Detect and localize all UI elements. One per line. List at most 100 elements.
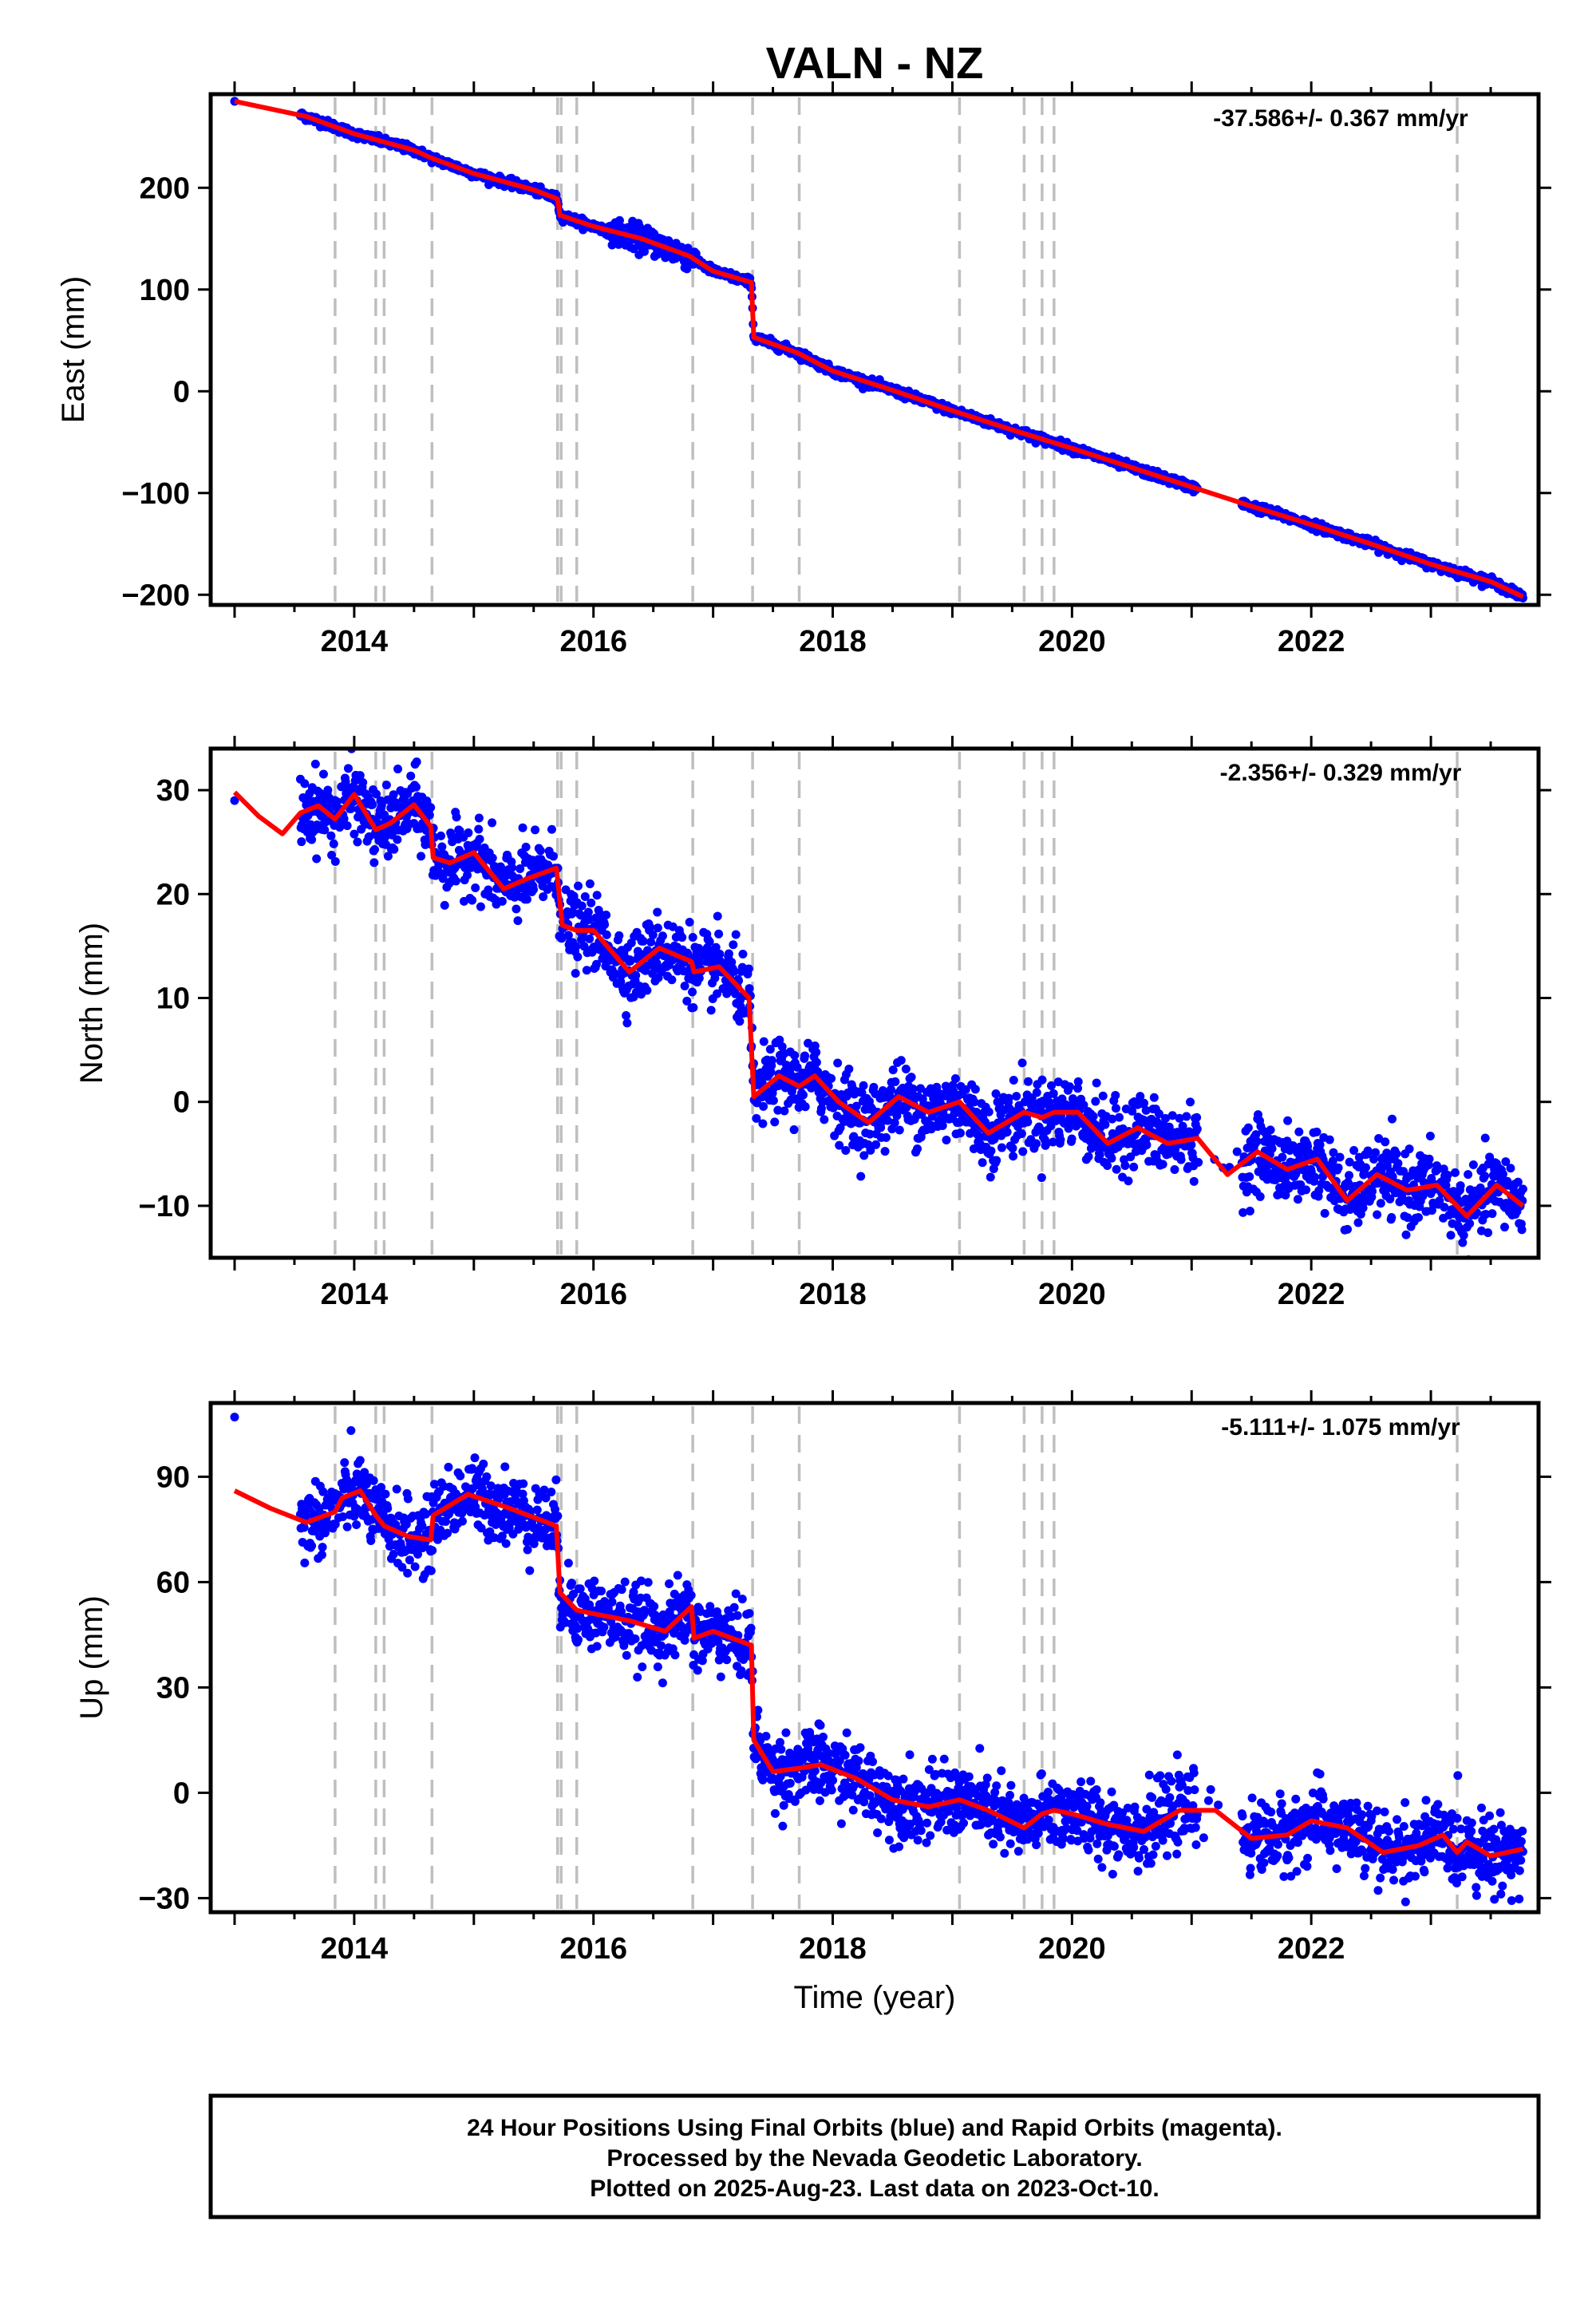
north-data-point	[1480, 1172, 1490, 1181]
north-data-point	[881, 1132, 891, 1142]
north-data-point	[880, 1147, 890, 1156]
east-velocity-label: -37.586+/- 0.367 mm/yr	[1213, 105, 1468, 132]
up-data-point	[317, 1550, 326, 1559]
north-data-point	[638, 936, 648, 946]
east-y-axis-label: East (mm)	[56, 276, 91, 423]
up-data-point	[320, 1528, 330, 1538]
north-data-point	[955, 1128, 965, 1138]
north-data-point	[614, 931, 624, 940]
north-data-point	[1186, 1097, 1195, 1107]
north-data-point	[531, 825, 540, 835]
north-data-point	[1154, 1109, 1163, 1119]
north-data-point	[883, 1116, 892, 1125]
north-data-point	[658, 931, 667, 941]
north-data-point	[440, 900, 449, 910]
north-data-point	[1161, 1113, 1171, 1123]
up-data-point	[471, 1502, 480, 1512]
north-data-point	[1232, 1147, 1242, 1156]
up-data-point	[318, 1543, 327, 1552]
up-data-point	[519, 1479, 528, 1488]
north-data-point	[592, 891, 602, 900]
north-data-point	[688, 987, 697, 997]
north-data-point	[329, 839, 338, 848]
north-data-point	[425, 810, 434, 820]
north-data-point	[668, 922, 678, 931]
up-data-point	[360, 1468, 369, 1477]
north-data-point	[942, 1135, 951, 1144]
north-data-point	[1281, 1190, 1290, 1199]
north-data-point	[978, 1158, 987, 1168]
north-data-point	[1294, 1127, 1304, 1136]
north-data-point	[522, 895, 531, 904]
north-data-point	[312, 854, 322, 864]
north-data-point	[574, 881, 583, 891]
north-data-point	[1401, 1230, 1411, 1239]
north-data-point	[1518, 1184, 1527, 1194]
north-data-point	[752, 1113, 761, 1123]
north-data-point	[463, 871, 472, 880]
north-data-point	[582, 966, 591, 975]
north-data-points	[230, 749, 1527, 1268]
up-data-point	[501, 1539, 511, 1548]
north-data-point	[535, 846, 545, 856]
north-data-point	[1459, 1231, 1468, 1240]
north-data-point	[835, 1140, 844, 1150]
north-data-point	[1291, 1169, 1301, 1179]
north-data-point	[1335, 1152, 1345, 1162]
north-data-point	[1506, 1164, 1515, 1173]
north-data-point	[1158, 1160, 1167, 1169]
north-data-point	[1002, 1128, 1012, 1137]
up-data-point	[457, 1516, 467, 1526]
north-data-point	[1440, 1203, 1449, 1212]
up-data-point	[397, 1563, 407, 1572]
north-data-point	[1468, 1259, 1476, 1268]
north-data-point	[318, 769, 328, 779]
up-data-point	[426, 1566, 436, 1575]
north-data-point	[908, 1084, 918, 1093]
north-data-point	[890, 1118, 899, 1128]
north-data-point	[476, 902, 485, 911]
north-data-point	[411, 782, 421, 792]
east-y-tick-label: −100	[121, 477, 190, 511]
north-data-point	[804, 1038, 813, 1048]
north-data-point	[571, 942, 581, 951]
north-data-point	[1368, 1187, 1377, 1196]
up-data-point	[441, 1517, 451, 1527]
north-data-point	[412, 757, 421, 767]
north-data-point	[841, 1145, 851, 1155]
north-data-point	[1175, 1113, 1184, 1123]
north-data-point	[1315, 1140, 1325, 1150]
north-data-point	[685, 917, 694, 927]
north-data-point	[1065, 1082, 1074, 1092]
north-data-point	[343, 764, 353, 773]
north-data-point	[844, 1065, 854, 1074]
north-data-point	[1108, 1114, 1117, 1124]
north-data-point	[1480, 1133, 1490, 1143]
north-data-point	[984, 1107, 994, 1117]
north-x-tick-label: 2022	[1278, 1278, 1345, 1311]
north-data-point	[800, 1102, 810, 1112]
north-data-point	[474, 813, 484, 823]
north-data-point	[330, 856, 340, 866]
north-data-point	[1037, 1075, 1047, 1085]
north-x-tick-label: 2020	[1038, 1278, 1106, 1311]
north-data-point	[475, 834, 484, 844]
north-data-point	[1017, 1058, 1027, 1068]
north-data-point	[1374, 1134, 1384, 1144]
north-data-point	[437, 842, 447, 852]
north-data-point	[961, 1085, 970, 1094]
north-data-point	[1004, 1093, 1013, 1103]
north-data-point	[573, 952, 583, 962]
up-data-point	[518, 1489, 527, 1499]
north-data-point	[393, 835, 402, 844]
north-data-point	[1023, 1117, 1033, 1127]
north-data-point	[799, 1090, 808, 1100]
north-y-tick-label: 0	[173, 1086, 190, 1120]
north-data-point	[1278, 1152, 1287, 1162]
north-data-point	[389, 790, 398, 800]
north-data-point	[1414, 1212, 1424, 1222]
north-data-point	[513, 916, 523, 926]
north-data-point	[1111, 1090, 1120, 1100]
